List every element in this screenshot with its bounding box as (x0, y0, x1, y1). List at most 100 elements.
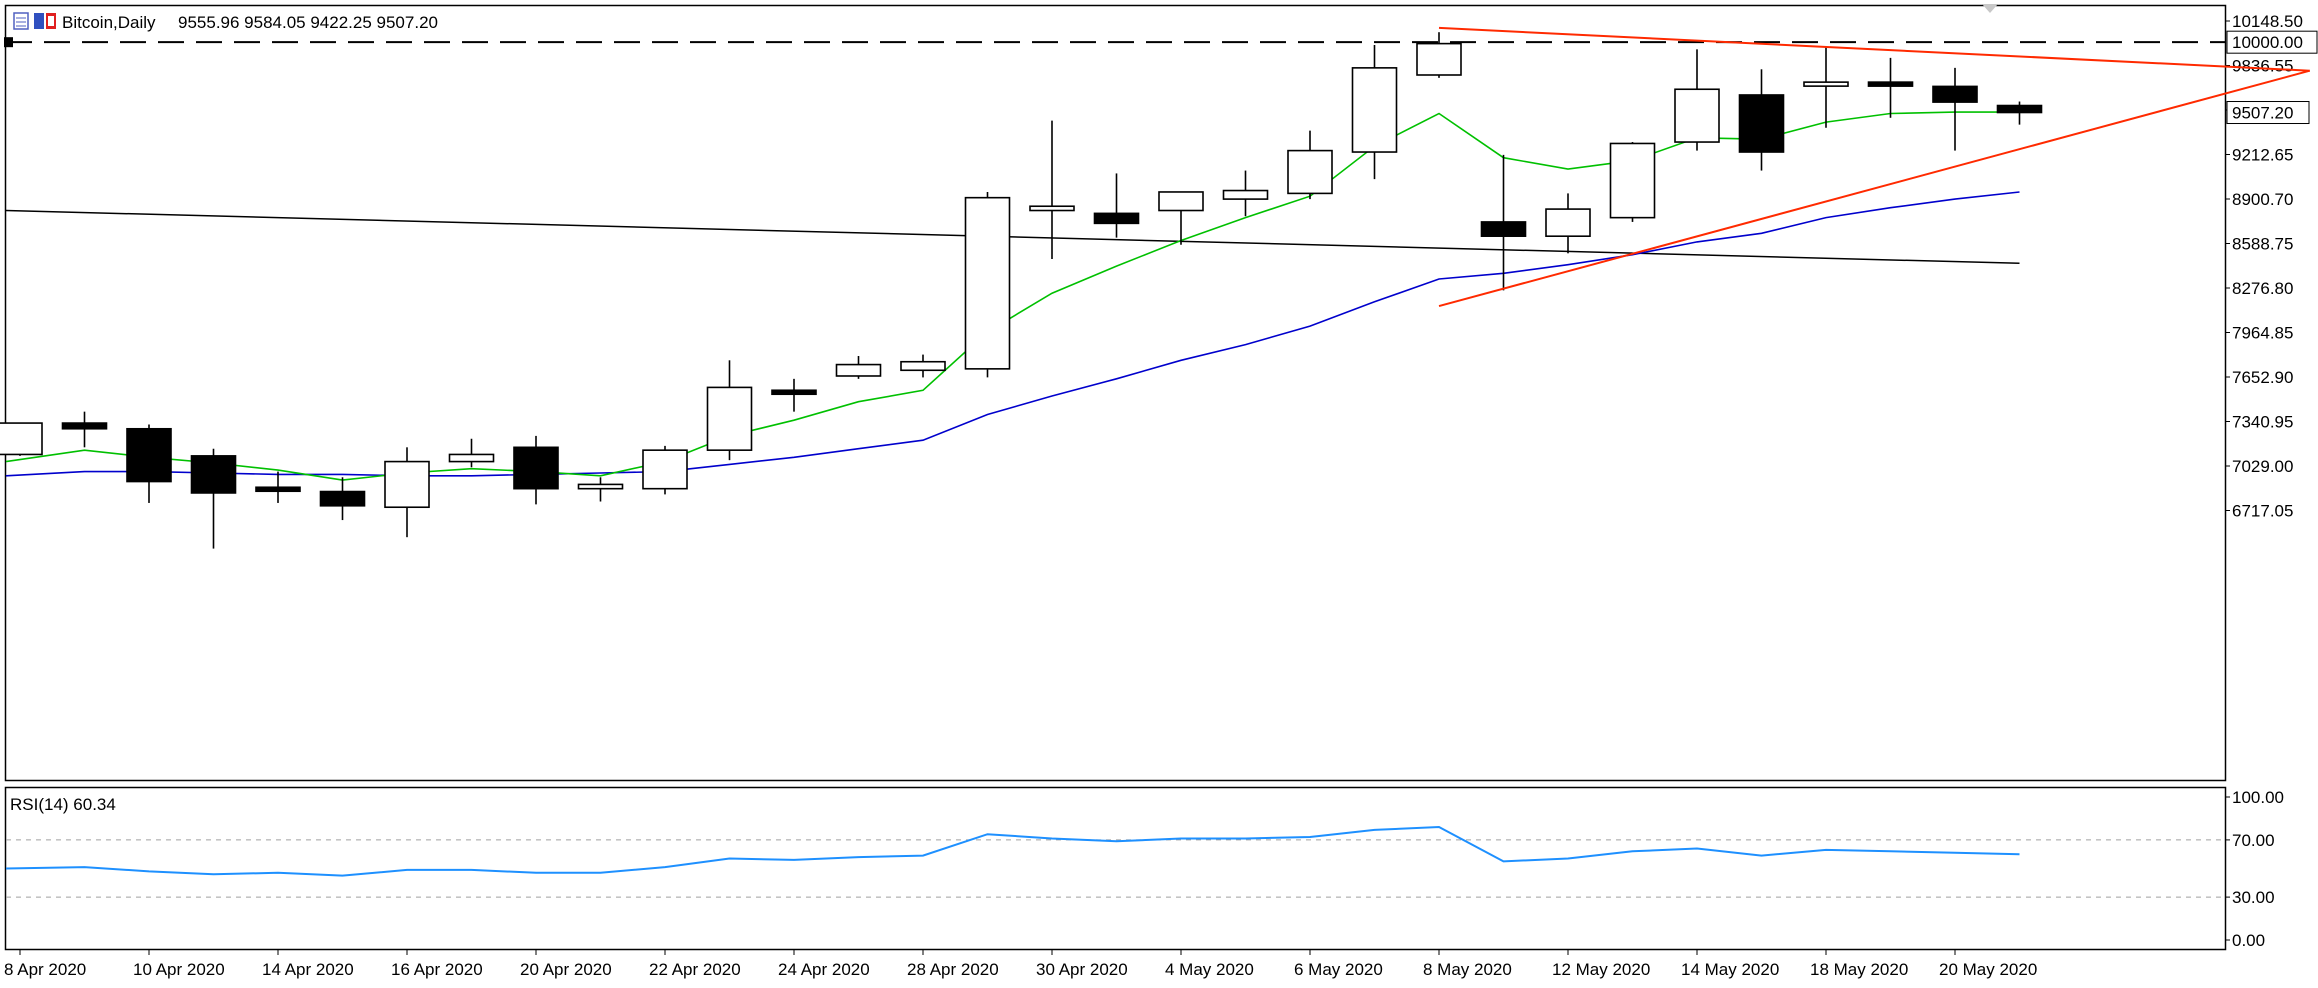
candle-body-bull (1416, 42, 1462, 76)
candle (1996, 101, 2043, 125)
rsi-tick-label: 70.00 (2232, 831, 2275, 850)
price-tick-label: 8588.75 (2232, 235, 2293, 254)
current-price-box (2226, 101, 2310, 125)
price-tick-label: 9212.65 (2232, 146, 2293, 165)
candle-body-bear (1093, 212, 1140, 225)
date-label: 18 May 2020 (1810, 960, 1908, 979)
date-label: 24 Apr 2020 (778, 960, 870, 979)
date-label: 20 May 2020 (1939, 960, 2037, 979)
candle (1351, 45, 1398, 180)
date-label: 20 Apr 2020 (520, 960, 612, 979)
candle-body-bull (642, 449, 688, 490)
date-label: 8 May 2020 (1423, 960, 1512, 979)
candle-body-bull (1287, 149, 1333, 195)
candle (1545, 193, 1591, 254)
candle (1674, 49, 1720, 151)
candle-body-bull (835, 363, 882, 377)
candle-body-bull (1158, 191, 1204, 212)
date-label: 14 Apr 2020 (262, 960, 354, 979)
candle (513, 435, 559, 505)
rsi-tick-label: 0.00 (2232, 931, 2265, 950)
candle (319, 477, 366, 521)
candle-body-bull (1029, 205, 1075, 212)
symbol-timeframe-label: Bitcoin,Daily (62, 13, 156, 32)
candle-body-bear (1480, 221, 1527, 237)
price-tick-label: 6717.05 (2232, 502, 2293, 521)
candle (642, 445, 688, 495)
date-label: 12 May 2020 (1552, 960, 1650, 979)
candle-body-bear (255, 486, 301, 493)
candle (255, 471, 301, 503)
date-label: 6 May 2020 (1294, 960, 1383, 979)
rsi-tick-label: 100.00 (2232, 788, 2284, 807)
candle-body-bear (1932, 85, 1978, 103)
candle (1158, 191, 1204, 245)
candle (1029, 120, 1075, 260)
level-price-label: 10000.00 (2232, 33, 2303, 52)
ma-mid-line (5, 191, 2020, 477)
candle-body-bull (900, 360, 946, 372)
candle (1480, 154, 1527, 291)
candle (61, 411, 108, 448)
date-label: 30 Apr 2020 (1036, 960, 1128, 979)
trendlines (1438, 26, 2311, 308)
ma-fast-line (5, 111, 2020, 481)
rsi-axis-group: 100.00 70.00 30.00 0.00 (6, 788, 2284, 950)
candle-body-bear (1867, 81, 1914, 87)
upper-trendline (1438, 26, 2310, 72)
candle (1287, 130, 1333, 200)
candle-body-bull (1674, 88, 1720, 143)
date-label: 4 May 2020 (1165, 960, 1254, 979)
date-label: 22 Apr 2020 (649, 960, 741, 979)
candle (384, 447, 430, 538)
candle-body-bear (1738, 94, 1785, 153)
candle (706, 360, 753, 461)
candle (1416, 32, 1462, 78)
price-grid: 10148.509836.559524.609212.658900.708588… (4, 12, 2318, 521)
rsi-tick-label: 30.00 (2232, 888, 2275, 907)
candle-body-bull (1609, 142, 1656, 219)
candle (126, 424, 172, 503)
candle-body-bull (448, 453, 495, 463)
candle (1932, 67, 1978, 151)
rsi-line (5, 825, 2020, 877)
price-tick-label: 8276.80 (2232, 279, 2293, 298)
candle-body-bear (771, 389, 817, 396)
candle-body-bear (190, 455, 237, 494)
candle-body-bear (319, 490, 366, 507)
price-tick-label: 7652.90 (2232, 368, 2293, 387)
candle-body-bull (1545, 208, 1591, 237)
candles (0, 32, 2043, 549)
candle (0, 422, 43, 456)
price-tick-label: 10148.50 (2232, 12, 2303, 31)
candle-body-bull (577, 483, 624, 490)
candle (190, 448, 237, 549)
candle (771, 378, 817, 412)
candle (1738, 69, 1785, 171)
candle-body-bear (61, 422, 108, 430)
candle (1867, 57, 1914, 118)
scroll-marker-icon[interactable] (1982, 4, 1998, 13)
candle (1609, 142, 1656, 222)
chart-type-icon (34, 13, 56, 29)
rsi-plot-frame (4, 786, 2227, 951)
date-label: 28 Apr 2020 (907, 960, 999, 979)
candle-body-bull (964, 196, 1011, 370)
candle-body-bull (1803, 81, 1849, 87)
date-axis: 8 Apr 2020 10 Apr 2020 14 Apr 2020 16 Apr 2… (4, 949, 2037, 979)
candle-body-bear (513, 446, 559, 490)
level-anchor-handle (4, 37, 13, 48)
main-plot-frame (4, 4, 2227, 782)
lower-trendline (1438, 69, 2311, 308)
price-tick-label: 9836.55 (2232, 57, 2293, 76)
candle-body-bear (126, 427, 172, 483)
date-label: 16 Apr 2020 (391, 960, 483, 979)
price-tick-label: 8900.70 (2232, 190, 2293, 209)
candle (964, 191, 1011, 378)
rsi-indicator-label: RSI(14) 60.34 (10, 795, 116, 814)
candle (1803, 46, 1849, 128)
symbol-header: Bitcoin,Daily 9555.96 9584.05 9422.25 95… (13, 12, 438, 32)
candle-body-bull (1222, 189, 1269, 200)
candle-body-bull (0, 422, 43, 456)
